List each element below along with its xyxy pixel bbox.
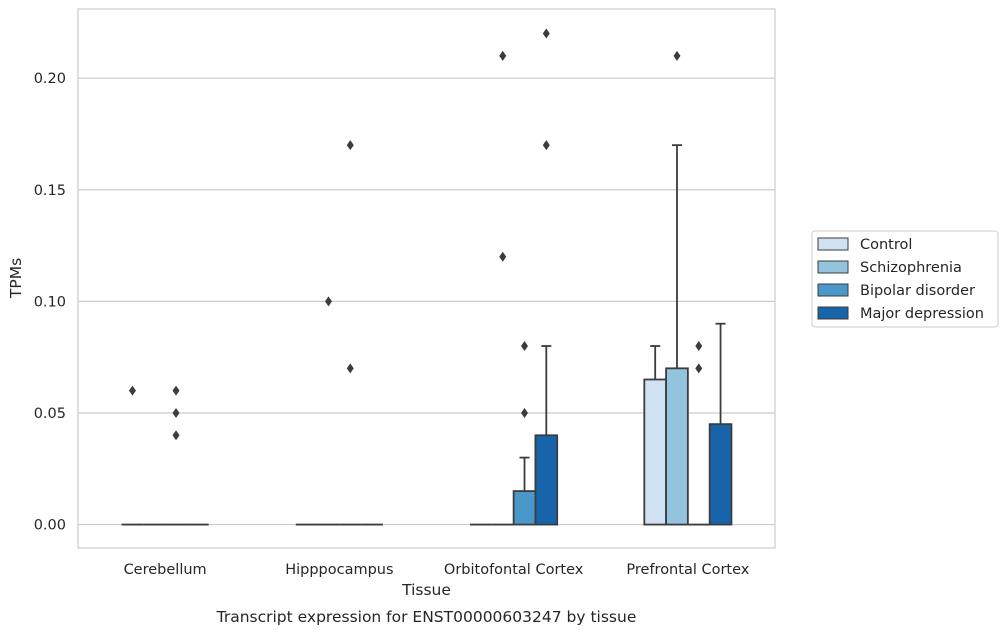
outlier-point [499, 50, 507, 61]
outlier-point [499, 251, 507, 262]
error-bars [519, 144, 726, 492]
y-tick-label: 0.00 [34, 518, 66, 534]
y-tick-label: 0.20 [34, 71, 66, 87]
outlier-point [128, 385, 136, 396]
outlier-point [695, 363, 703, 374]
bar [643, 378, 667, 526]
legend-swatch [817, 306, 849, 320]
x-tick-label: Orbitofontal Cortex [444, 562, 584, 578]
outlier-points [128, 28, 703, 441]
y-tick-label: 0.10 [34, 294, 66, 310]
outlier-point [346, 363, 354, 374]
bar [708, 423, 733, 526]
outlier-point [172, 385, 180, 396]
bar [534, 434, 559, 526]
x-tick-label: Prefrontal Cortex [626, 562, 749, 578]
outlier-point [521, 341, 529, 352]
outlier-point [324, 296, 332, 307]
bar-series [121, 367, 733, 526]
legend-label: Bipolar disorder [860, 283, 975, 299]
outlier-point [172, 407, 180, 418]
x-tick-label: Cerebellum [124, 562, 207, 578]
outlier-point [695, 341, 703, 352]
legend-swatch [817, 260, 849, 274]
legend-label: Major depression [860, 306, 984, 322]
y-axis-title: TPMs [7, 258, 25, 299]
legend-frame [811, 230, 999, 328]
legend: Control Schizophrenia Bipolar disorder Majo… [811, 230, 999, 328]
legend-label: Schizophrenia [860, 260, 962, 276]
y-tick-label: 0.05 [34, 406, 66, 422]
y-tick-label: 0.15 [34, 183, 66, 199]
outlier-point [542, 140, 550, 151]
y-axis-ticks: 0.00 0.05 0.10 0.15 0.20 [34, 71, 66, 533]
x-tick-label: Hipppocampus [285, 562, 393, 578]
outlier-point [673, 50, 681, 61]
bar [665, 367, 689, 526]
outlier-point [346, 140, 354, 151]
x-axis-title: Tissue [401, 581, 451, 599]
outlier-point [521, 407, 529, 418]
bar [512, 490, 537, 526]
outlier-point [542, 28, 550, 39]
outlier-point [172, 430, 180, 441]
legend-swatch [817, 237, 849, 251]
legend-swatch [817, 283, 849, 297]
chart-caption: Transcript expression for ENST0000060324… [216, 608, 637, 626]
x-axis-ticks: Cerebellum Hipppocampus Orbitofontal Corte… [124, 562, 750, 578]
legend-label: Control [860, 237, 912, 253]
